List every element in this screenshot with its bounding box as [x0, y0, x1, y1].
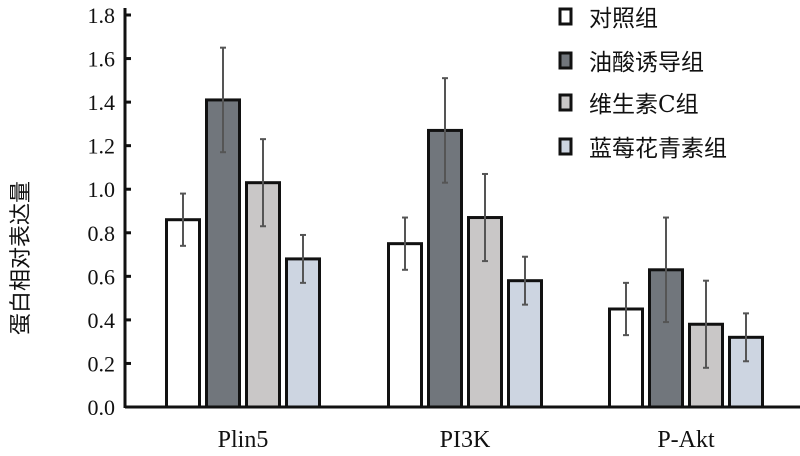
x-tick-label: PI3K	[440, 427, 491, 453]
y-tick-label: 0.4	[88, 308, 116, 333]
y-tick-label: 1.6	[88, 47, 116, 72]
legend-swatch	[558, 7, 573, 26]
legend-label: 对照组	[589, 6, 658, 32]
legend-swatch	[558, 93, 573, 112]
y-tick-label: 0.6	[88, 264, 116, 289]
y-tick-label: 0.8	[88, 221, 116, 246]
legend-swatch	[558, 51, 573, 70]
legend-label: 油酸诱导组	[589, 50, 704, 76]
legend-label: 维生素C组	[589, 92, 699, 118]
legend-label: 蓝莓花青素组	[589, 136, 727, 162]
bar	[205, 98, 241, 409]
legend-swatch	[558, 137, 573, 156]
y-tick-label: 1.8	[88, 3, 116, 28]
x-tick-label: P-Akt	[657, 427, 715, 453]
y-tick-label: 1.0	[88, 177, 116, 202]
y-tick-label: 1.2	[88, 134, 116, 159]
x-tick-label: Plin5	[218, 427, 269, 453]
y-axis-label: 蛋白相对表达量	[9, 181, 34, 335]
y-tick-label: 0.2	[88, 351, 116, 376]
bar	[165, 218, 201, 409]
y-tick-label: 0.0	[88, 395, 116, 420]
y-tick-label: 1.4	[88, 90, 116, 115]
